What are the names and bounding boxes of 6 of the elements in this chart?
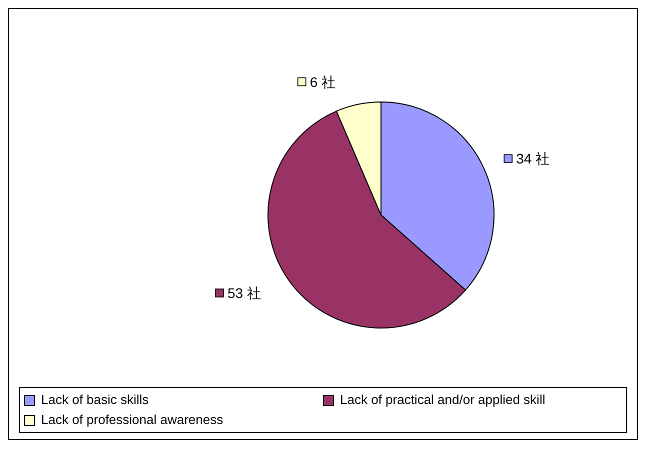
legend-label: Lack of professional awareness bbox=[41, 411, 224, 429]
data-label: 34 社 bbox=[516, 150, 550, 167]
legend-label: Lack of basic skills bbox=[41, 391, 149, 409]
data-label: 53 社 bbox=[228, 284, 261, 301]
data-label: 6 社 bbox=[310, 74, 336, 90]
legend-label: Lack of practical and/or applied skill bbox=[340, 391, 546, 409]
